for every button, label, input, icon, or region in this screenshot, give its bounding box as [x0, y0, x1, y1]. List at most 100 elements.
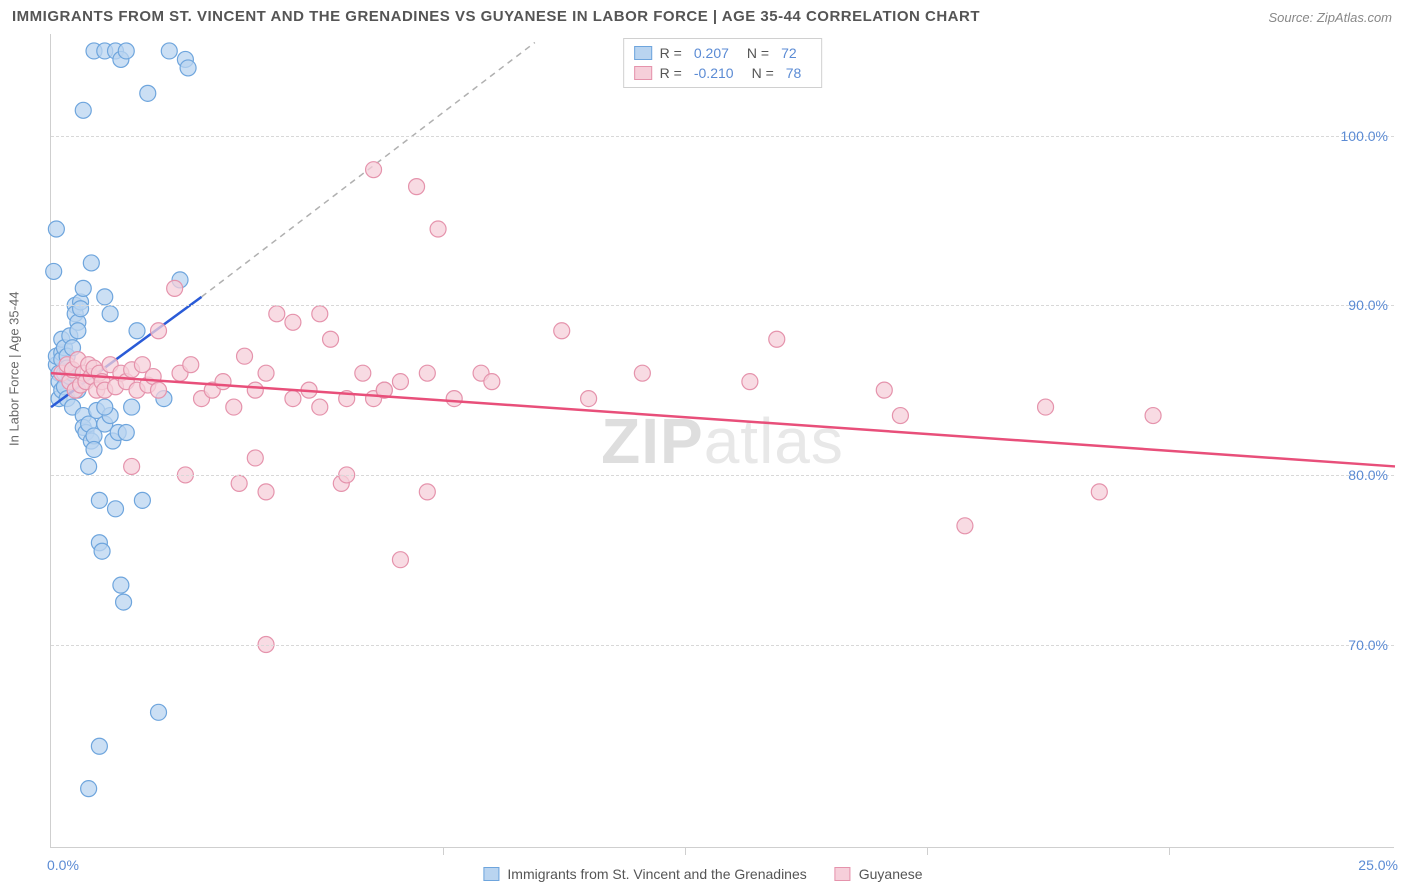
- data-point: [73, 301, 89, 317]
- data-point: [75, 280, 91, 296]
- data-point: [83, 255, 99, 271]
- data-point: [957, 518, 973, 534]
- x-tick: [927, 847, 928, 855]
- n-value: 78: [786, 65, 802, 81]
- source-label: Source: ZipAtlas.com: [1268, 10, 1392, 25]
- data-point: [151, 704, 167, 720]
- n-label: N =: [752, 65, 774, 81]
- data-point: [237, 348, 253, 364]
- x-tick: [685, 847, 686, 855]
- y-tick-label: 100.0%: [1341, 128, 1388, 144]
- r-label: R =: [660, 45, 682, 61]
- data-point: [355, 365, 371, 381]
- data-point: [118, 425, 134, 441]
- data-point: [129, 323, 145, 339]
- data-point: [581, 391, 597, 407]
- data-point: [419, 484, 435, 500]
- data-point: [81, 458, 97, 474]
- data-point: [134, 492, 150, 508]
- data-point: [118, 43, 134, 59]
- data-point: [258, 365, 274, 381]
- data-point: [124, 458, 140, 474]
- data-point: [247, 382, 263, 398]
- chart-title: IMMIGRANTS FROM ST. VINCENT AND THE GREN…: [12, 8, 980, 25]
- chart-area: ZIPatlas R =0.207N =72R =-0.210N =78 0.0…: [50, 34, 1394, 848]
- data-point: [180, 60, 196, 76]
- n-label: N =: [747, 45, 769, 61]
- data-point: [102, 306, 118, 322]
- x-tick: [1169, 847, 1170, 855]
- data-point: [91, 492, 107, 508]
- gridline: [51, 475, 1394, 476]
- data-point: [312, 399, 328, 415]
- legend-correlation: R = 0.207 N = 72R = -0.210 N = 78: [623, 38, 823, 88]
- data-point: [151, 323, 167, 339]
- r-value: -0.210: [694, 65, 734, 81]
- data-point: [285, 391, 301, 407]
- x-axis-max-label: 25.0%: [1358, 857, 1398, 873]
- data-point: [366, 162, 382, 178]
- data-point: [258, 484, 274, 500]
- data-point: [247, 450, 263, 466]
- legend-label: Guyanese: [859, 866, 923, 882]
- data-point: [70, 323, 86, 339]
- legend-swatch: [634, 66, 652, 80]
- data-point: [48, 221, 64, 237]
- data-point: [392, 374, 408, 390]
- r-value: 0.207: [694, 45, 729, 61]
- y-tick-label: 80.0%: [1348, 467, 1388, 483]
- data-point: [892, 408, 908, 424]
- data-point: [1038, 399, 1054, 415]
- data-point: [97, 289, 113, 305]
- data-point: [226, 399, 242, 415]
- legend-row: R =-0.210N =78: [634, 63, 812, 83]
- x-axis-min-label: 0.0%: [47, 857, 79, 873]
- data-point: [151, 382, 167, 398]
- data-point: [81, 781, 97, 797]
- scatter-plot-svg: [51, 34, 1394, 847]
- data-point: [140, 85, 156, 101]
- data-point: [94, 543, 110, 559]
- data-point: [430, 221, 446, 237]
- data-point: [108, 501, 124, 517]
- data-point: [1145, 408, 1161, 424]
- gridline: [51, 645, 1394, 646]
- data-point: [876, 382, 892, 398]
- data-point: [231, 475, 247, 491]
- data-point: [392, 552, 408, 568]
- data-point: [1091, 484, 1107, 500]
- n-value: 72: [781, 45, 797, 61]
- data-point: [409, 179, 425, 195]
- gridline: [51, 305, 1394, 306]
- y-tick-label: 90.0%: [1348, 297, 1388, 313]
- legend-item: Immigrants from St. Vincent and the Gren…: [483, 866, 806, 882]
- legend-swatch: [483, 867, 499, 881]
- data-point: [269, 306, 285, 322]
- data-point: [484, 374, 500, 390]
- x-tick: [443, 847, 444, 855]
- legend-row: R = 0.207 N = 72: [634, 43, 812, 63]
- legend-series: Immigrants from St. Vincent and the Gren…: [483, 866, 922, 882]
- data-point: [183, 357, 199, 373]
- data-point: [634, 365, 650, 381]
- y-axis-label: In Labor Force | Age 35-44: [7, 292, 22, 446]
- data-point: [285, 314, 301, 330]
- data-point: [116, 594, 132, 610]
- data-point: [113, 577, 129, 593]
- data-point: [167, 280, 183, 296]
- data-point: [769, 331, 785, 347]
- data-point: [742, 374, 758, 390]
- data-point: [124, 399, 140, 415]
- data-point: [75, 102, 91, 118]
- data-point: [312, 306, 328, 322]
- data-point: [86, 441, 102, 457]
- data-point: [97, 399, 113, 415]
- data-point: [161, 43, 177, 59]
- data-point: [91, 738, 107, 754]
- data-point: [46, 263, 62, 279]
- y-tick-label: 70.0%: [1348, 637, 1388, 653]
- data-point: [215, 374, 231, 390]
- legend-swatch: [835, 867, 851, 881]
- data-point: [554, 323, 570, 339]
- gridline: [51, 136, 1394, 137]
